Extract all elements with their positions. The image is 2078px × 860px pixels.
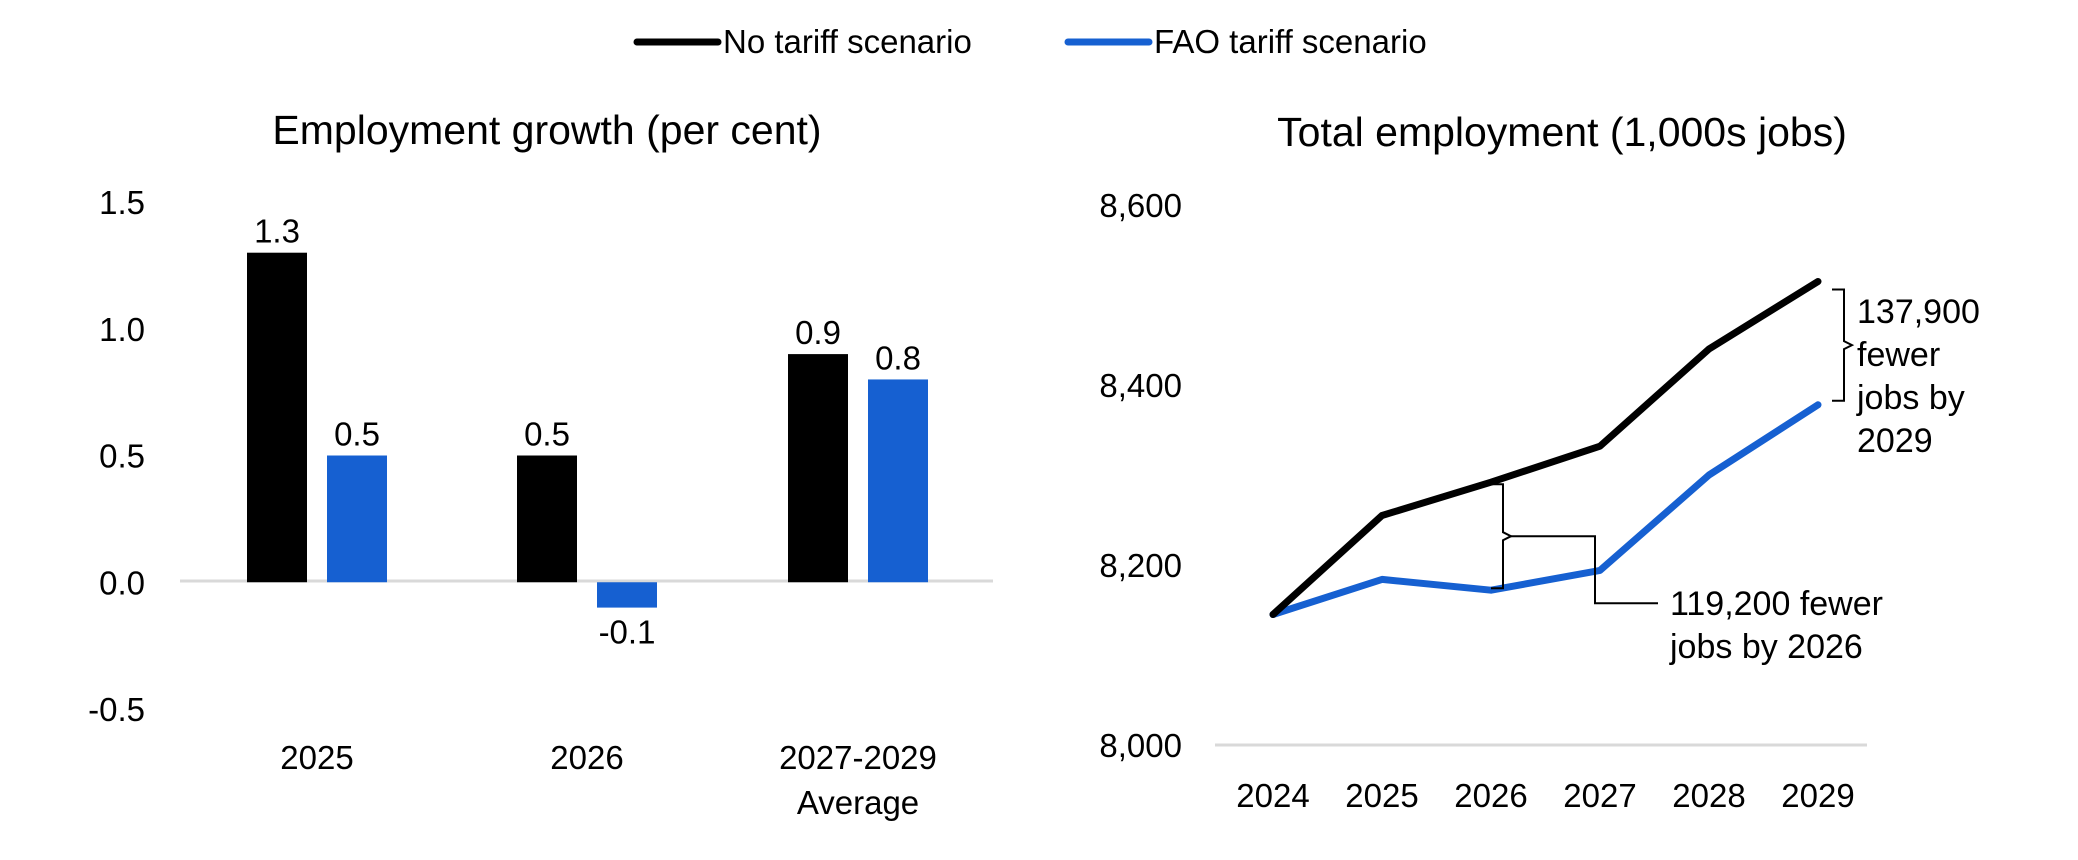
line-chart-title: Total employment (1,000s jobs)	[1277, 109, 1847, 155]
bar-chart-title: Employment growth (per cent)	[272, 107, 821, 153]
bar	[868, 379, 928, 583]
annotation-2029: jobs by	[1856, 379, 1965, 417]
x-tick-label: 2028	[1672, 777, 1745, 814]
legend-label-no-tariff: No tariff scenario	[723, 23, 972, 60]
bar-data-label: 0.5	[524, 416, 570, 453]
bar-chart-x-axis: 2025 2026 2027-2029 Average	[280, 739, 937, 821]
x-tick-label: 2026	[1454, 777, 1527, 814]
bar-data-label: 0.8	[875, 339, 921, 376]
y-tick-label: 8,400	[1099, 367, 1182, 404]
line-chart-lines	[1269, 278, 1822, 618]
line-chart-x-axis: 2024 2025 2026 2027 2028 2029	[1236, 777, 1854, 814]
bar	[247, 252, 307, 583]
bar-data-label: 0.5	[334, 416, 380, 453]
y-tick-label: 8,600	[1099, 187, 1182, 224]
bar-chart: Employment growth (per cent) -0.50.00.51…	[88, 107, 993, 821]
y-tick-label: 1.0	[99, 311, 145, 348]
bar	[597, 582, 657, 608]
leader-line-2026	[1511, 535, 1658, 605]
bar-chart-y-axis: -0.5 0.0 0.5 1.0 1.5	[88, 184, 145, 728]
x-tick-label: 2027-2029	[779, 739, 937, 776]
annotation-2029: 2029	[1857, 422, 1933, 460]
line-chart: Total employment (1,000s jobs) 8,000 8,20…	[1099, 109, 1980, 814]
line-chart-annotations: 119,200 fewer jobs by 2026 137,900 fewer job…	[1491, 288, 1980, 666]
bracket-2029	[1832, 288, 1855, 402]
legend: No tariff scenario FAO tariff scenario	[633, 23, 1427, 60]
bar-data-label: -0.1	[599, 614, 656, 651]
bar-data-label: 0.9	[795, 314, 841, 351]
line-chart-y-axis: 8,000 8,200 8,400 8,600	[1099, 187, 1182, 764]
legend-label-fao-tariff: FAO tariff scenario	[1154, 23, 1427, 60]
x-tick-label: Average	[797, 784, 919, 821]
bar	[517, 455, 577, 583]
annotation-2029: fewer	[1857, 336, 1940, 374]
y-tick-label: 8,200	[1099, 547, 1182, 584]
annotation-2026: jobs by 2026	[1669, 628, 1863, 666]
y-tick-label: 0.5	[99, 438, 145, 475]
x-tick-label: 2026	[550, 739, 623, 776]
bracket-2026	[1491, 483, 1514, 590]
bar	[327, 455, 387, 583]
annotation-2029: 137,900	[1857, 293, 1980, 331]
x-tick-label: 2027	[1563, 777, 1636, 814]
bar-data-label: 1.3	[254, 213, 300, 250]
y-tick-label: -0.5	[88, 691, 145, 728]
bar	[788, 354, 848, 583]
y-tick-label: 1.5	[99, 184, 145, 221]
x-tick-label: 2025	[1345, 777, 1418, 814]
bar-chart-bars: 1.3 0.5 0.5 -0.1 0.9 0.8	[247, 213, 928, 651]
x-tick-label: 2025	[280, 739, 353, 776]
line-no-tariff	[1269, 278, 1822, 618]
annotation-2026: 119,200 fewer	[1670, 585, 1883, 623]
x-tick-label: 2024	[1236, 777, 1309, 814]
y-tick-label: 8,000	[1099, 727, 1182, 764]
line-fao-tariff	[1269, 401, 1822, 618]
y-tick-label: 0.0	[99, 564, 145, 601]
x-tick-label: 2029	[1781, 777, 1854, 814]
